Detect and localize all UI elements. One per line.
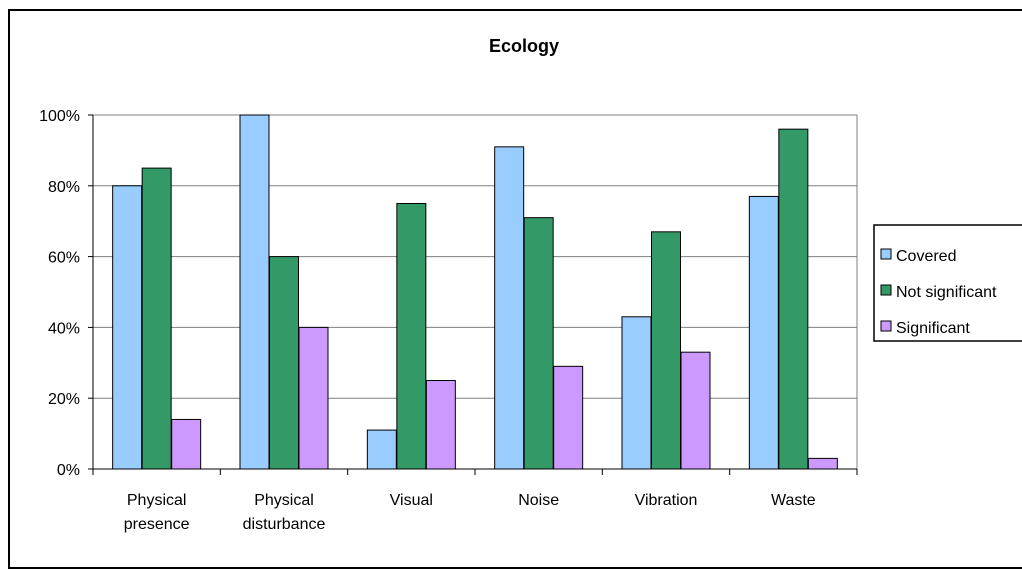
y-axis-ticks: 0% 20% 40% 60% 80% 100% xyxy=(39,108,80,479)
bar-significant xyxy=(425,380,456,470)
x-tick-label: Vibration xyxy=(635,492,698,509)
bar-covered xyxy=(366,429,397,470)
bar-not-significant xyxy=(523,217,554,470)
legend-label: Significant xyxy=(896,320,970,337)
x-tick-label: Visual xyxy=(390,492,433,509)
y-tick-label: 80% xyxy=(48,179,80,196)
bar-significant xyxy=(553,365,584,470)
bar-significant xyxy=(171,418,202,470)
x-tick-label: Noise xyxy=(518,492,559,509)
y-tick-label: 0% xyxy=(57,462,80,479)
bar-significant xyxy=(807,457,838,470)
x-tick-label: Physical xyxy=(254,492,314,509)
gridlines xyxy=(93,114,857,399)
legend-swatch xyxy=(880,284,892,296)
bar-covered xyxy=(112,185,143,470)
y-tick-label: 20% xyxy=(48,391,80,408)
bar-significant xyxy=(298,326,329,470)
x-tick-label: disturbance xyxy=(243,516,326,533)
bar-not-significant xyxy=(269,256,299,470)
legend-box xyxy=(873,224,1022,342)
bar-covered xyxy=(239,114,270,470)
legend-label: Covered xyxy=(896,248,956,265)
y-tick-label: 40% xyxy=(48,320,80,337)
bar-not-significant xyxy=(396,203,427,470)
bar-not-significant xyxy=(651,231,681,470)
x-tick-label: Waste xyxy=(771,492,816,509)
plot-area xyxy=(92,114,858,470)
y-tick-label: 60% xyxy=(48,250,80,267)
bar-covered xyxy=(494,146,525,470)
legend-swatch xyxy=(880,248,892,260)
legend-swatch xyxy=(880,320,892,332)
bar-not-significant xyxy=(778,128,809,470)
x-tick-label: Physical xyxy=(127,492,187,509)
axes xyxy=(88,114,858,475)
bar-covered xyxy=(748,195,779,470)
bars xyxy=(112,114,838,470)
y-tick-label: 100% xyxy=(39,108,80,125)
x-axis-ticks: Physical presence Physical disturbance Visua… xyxy=(124,492,816,533)
legend: Covered Not significant Significant xyxy=(873,224,1022,342)
bar-not-significant xyxy=(141,167,172,470)
chart-title: Ecology xyxy=(489,36,559,56)
bar-covered xyxy=(621,316,652,470)
x-tick-label: presence xyxy=(124,516,190,533)
bar-significant xyxy=(680,351,711,470)
legend-label: Not significant xyxy=(896,284,997,301)
